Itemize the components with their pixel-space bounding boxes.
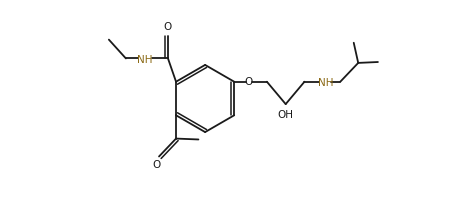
Text: O: O — [244, 77, 252, 87]
Text: NH: NH — [318, 78, 334, 88]
Text: NH: NH — [137, 55, 153, 65]
Text: OH: OH — [278, 110, 293, 120]
Text: O: O — [164, 22, 172, 32]
Text: O: O — [153, 160, 161, 170]
